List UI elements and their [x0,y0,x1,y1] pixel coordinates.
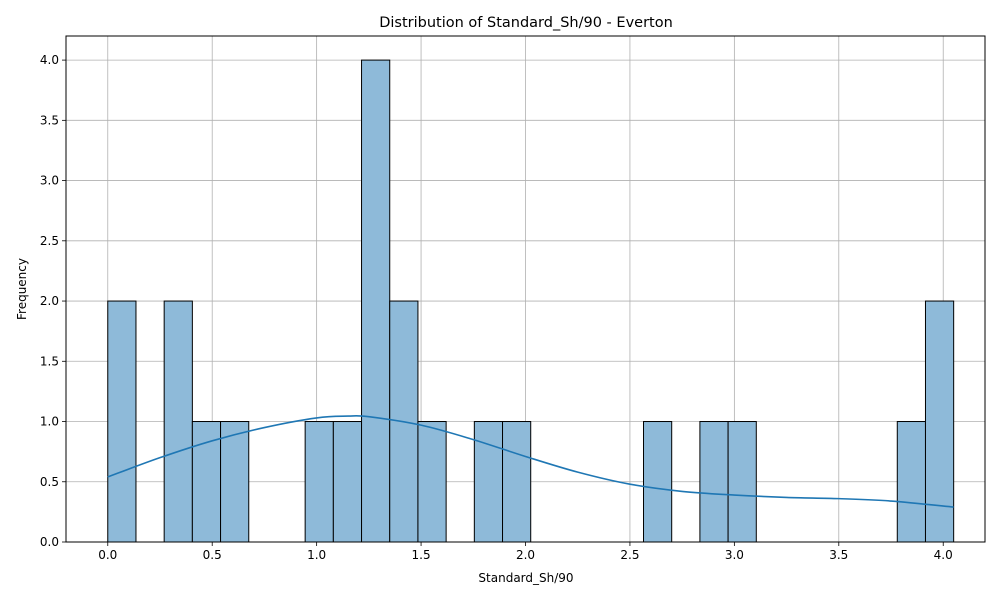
kde-curve [107,414,954,508]
histogram-bar [727,421,757,543]
x-tick-label: 1.0 [307,548,326,562]
y-tick-label: 2.5 [40,234,59,248]
x-tick-label: 3.0 [725,548,744,562]
y-tick-label: 0.5 [40,475,59,489]
x-tick-label: 3.5 [829,548,848,562]
y-tick-label: 4.0 [40,53,59,67]
histogram-bar [163,300,193,543]
y-axis-label: Frequency [15,258,29,320]
histogram-bar [473,421,504,543]
kde-line [107,414,954,508]
x-tick-label: 0.0 [98,548,117,562]
y-tick-label: 3.0 [40,174,59,188]
histogram-bar [107,300,137,543]
y-tick-label: 1.5 [40,354,59,368]
y-tick-label: 1.0 [40,415,59,429]
chart-title: Distribution of Standard_Sh/90 - Everton [379,15,673,31]
y-tick-label: 3.5 [40,113,59,127]
histogram-bar [896,421,926,543]
histogram-bar [332,421,363,543]
histogram-bar [643,421,673,543]
x-tick-label: 1.5 [412,548,431,562]
histogram-bar [304,421,334,543]
histogram-bar [417,421,447,543]
x-tick-label: 2.0 [516,548,535,562]
x-tick-label: 4.0 [934,548,953,562]
y-axis-ticks: 0.0 0.5 1.0 1.5 2.0 2.5 3.0 3.5 4.0 [40,53,66,549]
histogram-bar [361,59,391,543]
histogram-bar [502,421,532,543]
histogram-bar [924,300,955,543]
x-axis-ticks: 0.0 0.5 1.0 1.5 2.0 2.5 3.0 3.5 4.0 [98,542,953,562]
histogram-bar [699,421,729,543]
x-tick-label: 0.5 [203,548,222,562]
histogram-bars [107,59,955,543]
y-tick-label: 2.0 [40,294,59,308]
x-axis-label: Standard_Sh/90 [478,571,573,585]
x-tick-label: 2.5 [620,548,639,562]
histogram-bar [220,421,250,543]
y-tick-label: 0.0 [40,535,59,549]
